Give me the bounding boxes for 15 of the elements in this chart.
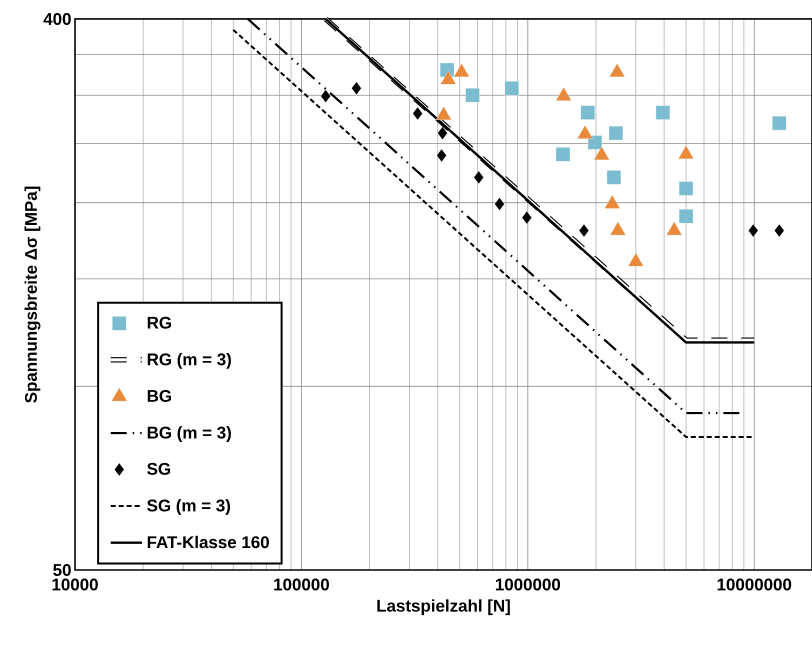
legend-label: RG (m = 3) [148, 352, 231, 369]
x-tick-label: 10000 [52, 578, 98, 590]
legend-label: SG [147, 462, 170, 475]
legend-label: RG [148, 316, 171, 329]
x-axis-title: Lastspielzahl [N] [377, 599, 510, 616]
y-tick-label: 50 [53, 564, 71, 576]
x-tick-label: 1000000 [496, 578, 560, 590]
legend-label: FAT-Klasse 160 [148, 536, 269, 548]
x-tick-label: 10000000 [718, 578, 792, 590]
y-tick-label: 400 [43, 12, 71, 25]
x-tick-label: 100000 [274, 578, 329, 590]
legend-label: BG [148, 390, 171, 402]
legend-label: BG (m = 3) [148, 426, 231, 442]
y-axis-title: Spannungsbreite Δσ [MPa] [24, 186, 40, 403]
legend-label: SG (m = 3) [147, 499, 230, 515]
